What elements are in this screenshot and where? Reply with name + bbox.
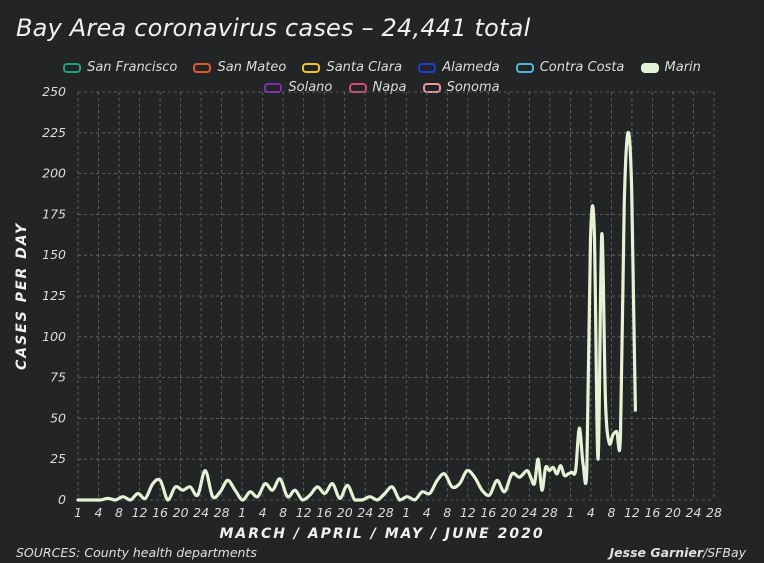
x-tick-label: 24	[686, 505, 702, 520]
legend-item-marin[interactable]: Marin	[640, 60, 701, 75]
legend-label: Solano	[288, 80, 333, 95]
legend-label: Marin	[664, 60, 701, 75]
x-tick-label: 20	[665, 505, 681, 520]
source-note: SOURCES: County health departments	[16, 545, 257, 560]
x-tick-label: 28	[378, 505, 394, 520]
legend-label: Contra Costa	[539, 60, 625, 75]
legend-swatch	[302, 62, 321, 73]
x-tick-label: 20	[173, 505, 189, 520]
legend-label: Santa Clara	[326, 60, 403, 75]
y-tick-label: 250	[42, 84, 66, 99]
x-tick-label: 24	[357, 505, 373, 520]
credit-outlet: /SFBay	[703, 545, 746, 560]
legend-item-santa-clara[interactable]: Santa Clara	[302, 60, 402, 75]
y-tick-labels: 0 25 50 75 100 125 150 175 200 225 250	[42, 84, 66, 507]
legend-swatch	[422, 82, 441, 93]
legend-label: Sonoma	[446, 80, 500, 95]
x-tick-label: 8	[443, 505, 451, 520]
y-tick-label: 200	[42, 166, 66, 181]
x-tick-label: 28	[706, 505, 722, 520]
x-tick-label: 24	[521, 505, 537, 520]
x-tick-label: 8	[279, 505, 287, 520]
legend-item-san-francisco[interactable]: San Francisco	[63, 60, 177, 75]
credit: Jesse Garnier/SFBay	[610, 545, 747, 560]
legend-item-alameda[interactable]: Alameda	[418, 60, 500, 75]
x-tick-label: 20	[501, 505, 517, 520]
y-tick-label: 125	[42, 288, 66, 303]
x-axis-label: MARCH / APRIL / MAY / JUNE 2020	[219, 526, 545, 542]
x-tick-label: 12	[460, 505, 476, 520]
legend-item-napa[interactable]: Napa	[348, 80, 407, 95]
x-tick-labels: 1 4 8 12 16 20 24 28 1 4 8 12 16 20 24 28 1 4 8 12 16 20 24 28 1…	[74, 505, 722, 520]
legend-item-solano[interactable]: Solano	[264, 80, 332, 95]
y-tick-label: 150	[42, 247, 66, 262]
x-tick-label: 1	[402, 505, 410, 520]
legend-swatch	[348, 82, 367, 93]
x-tick-label: 16	[644, 505, 660, 520]
y-tick-label: 100	[42, 329, 66, 344]
legend-swatch	[640, 62, 659, 73]
y-axis-label: CASES PER DAY	[14, 221, 30, 370]
chart-title: Bay Area coronavirus cases – 24,441 tota…	[16, 14, 531, 42]
x-tick-label: 28	[214, 505, 230, 520]
legend-swatch	[515, 62, 534, 73]
legend-label: San Francisco	[87, 60, 178, 75]
x-tick-label: 4	[259, 505, 267, 520]
legend-label: Napa	[372, 80, 407, 95]
x-tick-label: 12	[624, 505, 640, 520]
legend-item-sonoma[interactable]: Sonoma	[422, 80, 500, 95]
x-tick-label: 24	[193, 505, 209, 520]
series-line-marin	[76, 130, 637, 502]
legend-item-contra-costa[interactable]: Contra Costa	[515, 60, 625, 75]
legend-swatch	[264, 82, 283, 93]
y-tick-label: 75	[50, 370, 66, 385]
x-tick-label: 1	[238, 505, 246, 520]
x-tick-label: 12	[296, 505, 312, 520]
x-tick-label: 16	[316, 505, 332, 520]
y-tick-label: 50	[50, 410, 66, 425]
x-tick-label: 8	[115, 505, 123, 520]
x-tick-label: 12	[132, 505, 148, 520]
y-tick-label: 0	[58, 492, 66, 507]
legend-swatch	[193, 62, 212, 73]
legend-item-san-mateo[interactable]: San Mateo	[193, 60, 286, 75]
x-tick-label: 1	[74, 505, 82, 520]
x-tick-label: 4	[423, 505, 431, 520]
x-tick-label: 16	[152, 505, 168, 520]
x-tick-label: 28	[542, 505, 558, 520]
legend-label: San Mateo	[217, 60, 287, 75]
x-tick-label: 8	[607, 505, 615, 520]
legend-label: Alameda	[442, 60, 500, 75]
legend-row-2: Solano Napa Sonoma	[0, 80, 764, 97]
y-tick-label: 225	[42, 125, 66, 140]
x-tick-label: 16	[480, 505, 496, 520]
y-tick-label: 175	[42, 206, 66, 221]
y-tick-label: 25	[50, 451, 66, 466]
x-tick-label: 1	[566, 505, 574, 520]
x-tick-label: 4	[587, 505, 595, 520]
legend-row-1: San Francisco San Mateo Santa Clara Alam…	[0, 60, 764, 77]
legend-swatch	[418, 62, 437, 73]
credit-author: Jesse Garnier	[609, 545, 704, 560]
x-tick-label: 20	[337, 505, 353, 520]
legend-swatch	[63, 62, 82, 73]
x-tick-label: 4	[95, 505, 103, 520]
